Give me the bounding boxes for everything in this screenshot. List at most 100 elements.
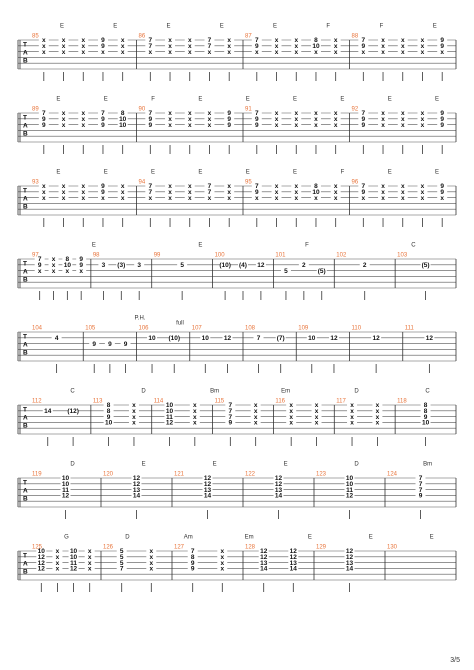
fret-bg	[78, 183, 89, 189]
fret-bg	[38, 122, 49, 128]
fret-number: x	[294, 195, 298, 202]
fret-number: x	[52, 262, 56, 269]
fret-bg	[330, 49, 341, 55]
fret-number: x	[56, 566, 60, 573]
fret-bg	[224, 49, 235, 55]
fret-number: 10	[62, 481, 70, 488]
fret-number: x	[81, 43, 85, 50]
fret-bg	[286, 414, 297, 420]
fret-bg	[224, 183, 235, 189]
fret-number: 9	[440, 122, 444, 129]
fret-bg	[250, 414, 261, 420]
fret-number: x	[376, 420, 380, 427]
fret-bg	[271, 43, 282, 49]
fret-number: 9	[38, 262, 42, 269]
fret-bg	[204, 195, 215, 201]
chord-name: E	[104, 170, 108, 176]
fret-bg	[310, 110, 321, 116]
fret-bg	[58, 43, 69, 49]
fret-number: 13	[275, 487, 283, 494]
fret-bg	[128, 419, 139, 425]
fret-bg	[330, 37, 341, 43]
chord-name: E	[56, 170, 60, 176]
fret-bg	[204, 122, 215, 128]
fret-number: x	[350, 414, 354, 421]
fret-number: x	[334, 43, 338, 50]
fret-number: x	[314, 122, 318, 129]
fret-bg	[250, 408, 261, 414]
fret-number: x	[149, 548, 153, 555]
fret-number: x	[294, 110, 298, 117]
fret-number: 12	[38, 554, 46, 561]
chord-name: E	[435, 97, 439, 103]
fret-bg	[271, 195, 282, 201]
fret-number: 13	[133, 487, 141, 494]
fret-bg	[424, 335, 435, 341]
fret-bg	[291, 189, 302, 195]
fret-bg	[275, 335, 286, 341]
fret-bg	[417, 110, 428, 116]
fret-number: x	[42, 49, 46, 56]
fret-bg	[222, 335, 233, 341]
fret-bg	[238, 262, 248, 268]
fret-number: 10	[105, 420, 113, 427]
fret-number: 7	[208, 189, 212, 196]
fret-bg	[202, 492, 213, 498]
fret-number: x	[81, 116, 85, 123]
fret-bg	[145, 37, 156, 43]
fret-number: 14	[204, 493, 212, 500]
fret-bg	[358, 37, 369, 43]
fret-bg	[217, 554, 228, 560]
fret-number: x	[275, 189, 279, 196]
fret-bg	[225, 419, 236, 425]
fret-bg	[147, 335, 158, 341]
fret-bg	[117, 116, 128, 122]
fret-bg	[164, 408, 175, 414]
fret-number: x	[81, 195, 85, 202]
fret-number: 7	[361, 37, 365, 44]
fret-number: 12	[275, 475, 283, 482]
fret-number: (5)	[318, 268, 326, 275]
fret-bg	[116, 548, 127, 554]
fret-bg	[97, 195, 108, 201]
fret-number: x	[275, 183, 279, 190]
fret-bg	[271, 116, 282, 122]
fret-number: x	[401, 116, 405, 123]
annotation: full	[176, 321, 184, 327]
fret-bg	[273, 475, 284, 481]
fret-number: x	[168, 189, 172, 196]
fret-number: 7	[255, 37, 259, 44]
fret-bg	[251, 37, 262, 43]
fret-bg	[397, 195, 408, 201]
measure-number: 85	[32, 34, 39, 40]
fret-number: x	[81, 49, 85, 56]
fret-number: x	[188, 189, 192, 196]
fret-number: x	[361, 195, 365, 202]
tab-label: B	[23, 569, 28, 576]
fret-bg	[225, 414, 236, 420]
fret-number: 14	[290, 566, 298, 573]
fret-bg	[378, 183, 389, 189]
fret-number: 9	[255, 116, 259, 123]
fret-bg	[397, 49, 408, 55]
fret-number: x	[350, 402, 354, 409]
fret-bg	[89, 341, 100, 347]
fret-number: 7	[208, 183, 212, 190]
fret-bg	[378, 43, 389, 49]
fret-bg	[169, 335, 180, 341]
fret-bg	[397, 116, 408, 122]
measure-number: 102	[336, 253, 347, 259]
chord-name: E	[435, 170, 439, 176]
measure-number: 128	[245, 545, 256, 551]
fret-number: x	[188, 122, 192, 129]
fret-number: x	[148, 195, 152, 202]
fret-bg	[253, 335, 264, 341]
fret-number: x	[227, 43, 231, 50]
fret-bg	[217, 560, 228, 566]
fret-bg	[204, 43, 215, 49]
fret-number: x	[381, 49, 385, 56]
fret-number: x	[401, 110, 405, 117]
fret-number: 11	[166, 414, 173, 421]
measure-number: 86	[139, 34, 146, 40]
measure-number: 129	[316, 545, 327, 551]
